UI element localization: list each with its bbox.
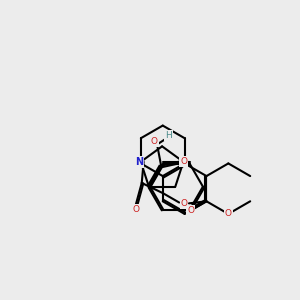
Text: O: O (181, 199, 188, 208)
Text: H: H (165, 131, 172, 140)
Text: O: O (132, 205, 139, 214)
Text: O: O (151, 137, 158, 146)
Text: N: N (135, 157, 143, 167)
Text: O: O (225, 209, 232, 218)
Text: O: O (187, 206, 194, 215)
Text: O: O (180, 157, 187, 166)
